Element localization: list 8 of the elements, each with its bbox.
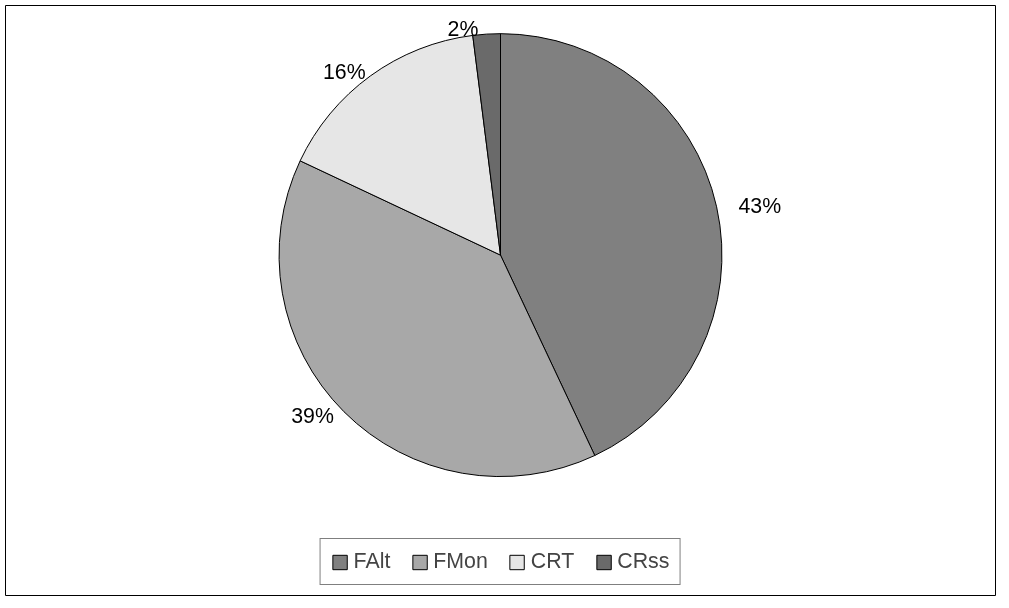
legend-label: FMon bbox=[433, 549, 488, 574]
legend-label: FAlt bbox=[353, 549, 391, 574]
data-label: 2% bbox=[447, 16, 479, 41]
data-label: 39% bbox=[291, 403, 334, 428]
data-label: 16% bbox=[322, 59, 366, 84]
legend-label: CRT bbox=[530, 549, 575, 574]
legend-label: CRss bbox=[617, 549, 670, 574]
data-label: 43% bbox=[738, 193, 782, 218]
